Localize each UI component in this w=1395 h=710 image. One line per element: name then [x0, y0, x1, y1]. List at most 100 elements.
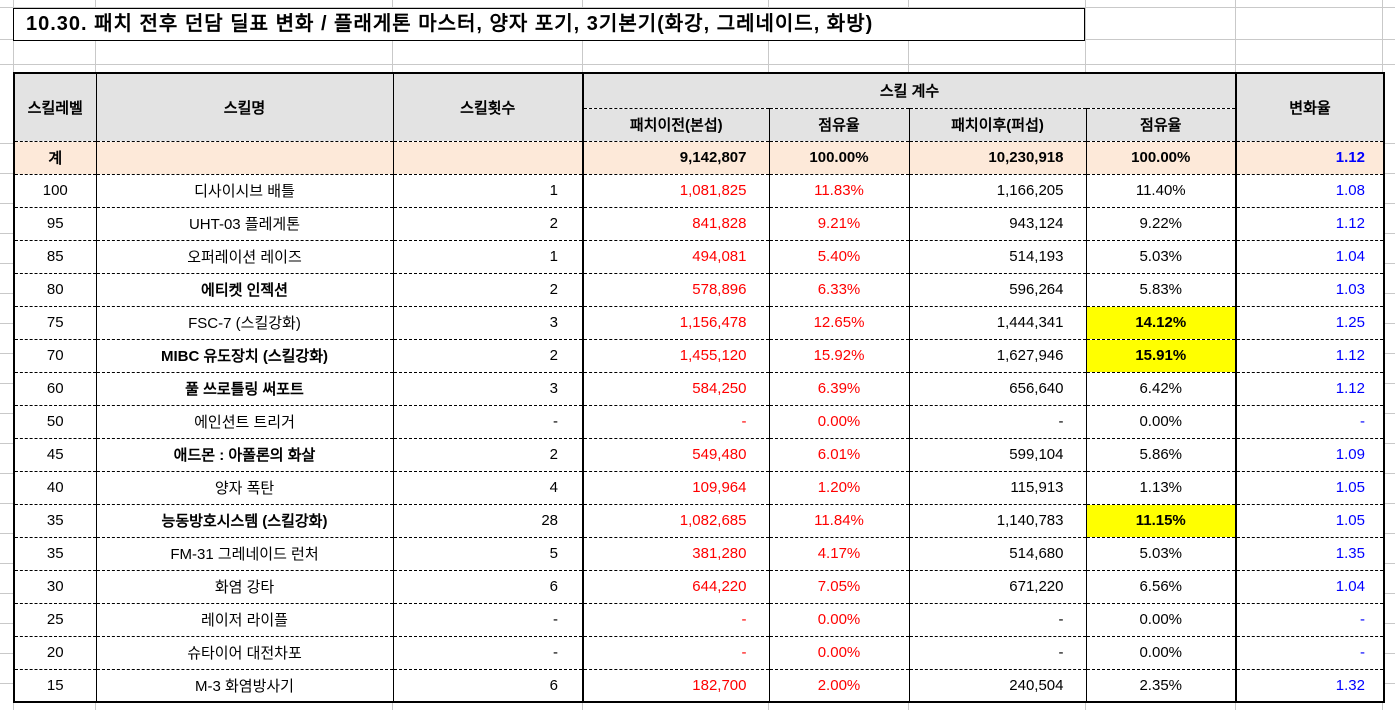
cell-skill-level[interactable]: 30: [14, 569, 97, 603]
cell-skill-level[interactable]: 35: [14, 536, 97, 570]
cell-skill-level[interactable]: 45: [14, 437, 97, 471]
cell-skill-level[interactable]: 100: [14, 173, 97, 207]
cell-skill-name[interactable]: 애드몬 : 아폴론의 화살: [96, 437, 394, 471]
cell-pre-patch[interactable]: 1,082,685: [583, 503, 770, 537]
cell-skill-name[interactable]: 풀 쓰로틀링 써포트: [96, 371, 394, 405]
col-header-pre-share[interactable]: 점유율: [769, 107, 910, 141]
cell-skill-level[interactable]: 70: [14, 338, 97, 372]
cell-change-rate[interactable]: 1.12: [1236, 338, 1384, 372]
cell-change-rate[interactable]: 1.05: [1236, 503, 1384, 537]
cell-skill-count[interactable]: 5: [393, 536, 584, 570]
cell-post-patch[interactable]: -: [909, 602, 1087, 636]
cell-pre-share[interactable]: 7.05%: [769, 569, 910, 603]
cell-pre-patch[interactable]: 494,081: [583, 239, 770, 273]
cell-skill-name[interactable]: 슈타이어 대전차포: [96, 635, 394, 669]
cell-post-patch[interactable]: 1,166,205: [909, 173, 1087, 207]
cell-pre-share[interactable]: 11.84%: [769, 503, 910, 537]
cell-skill-count[interactable]: 4: [393, 470, 584, 504]
cell-pre-patch[interactable]: 549,480: [583, 437, 770, 471]
cell-pre-patch[interactable]: 644,220: [583, 569, 770, 603]
cell-change-rate[interactable]: 1.09: [1236, 437, 1384, 471]
cell-pre-share[interactable]: 15.92%: [769, 338, 910, 372]
cell-post-share[interactable]: 1.13%: [1086, 470, 1237, 504]
sheet-title-cell[interactable]: 10.30. 패치 전후 던담 딜표 변화 / 플래게톤 마스터, 양자 포기,…: [13, 8, 1085, 41]
cell-change-rate[interactable]: 1.04: [1236, 569, 1384, 603]
cell-post-share[interactable]: 6.42%: [1086, 371, 1237, 405]
cell-pre-patch[interactable]: 9,142,807: [583, 140, 770, 174]
cell-skill-name[interactable]: 에인션트 트리거: [96, 404, 394, 438]
cell-skill-count[interactable]: -: [393, 635, 584, 669]
cell-skill-name[interactable]: 레이저 라이플: [96, 602, 394, 636]
cell-pre-share[interactable]: 12.65%: [769, 305, 910, 339]
cell-post-share[interactable]: 6.56%: [1086, 569, 1237, 603]
cell-skill-level[interactable]: 50: [14, 404, 97, 438]
cell-post-patch[interactable]: 943,124: [909, 206, 1087, 240]
cell-change-rate[interactable]: 1.05: [1236, 470, 1384, 504]
cell-post-patch[interactable]: -: [909, 635, 1087, 669]
cell-skill-count[interactable]: 2: [393, 437, 584, 471]
cell-pre-share[interactable]: 11.83%: [769, 173, 910, 207]
cell-pre-patch[interactable]: 1,081,825: [583, 173, 770, 207]
col-header-skill-count[interactable]: 스킬횟수: [393, 73, 584, 141]
cell-pre-patch[interactable]: 109,964: [583, 470, 770, 504]
cell-post-share[interactable]: 11.40%: [1086, 173, 1237, 207]
cell-skill-level[interactable]: 60: [14, 371, 97, 405]
cell-skill-name[interactable]: 능동방호시스템 (스킬강화): [96, 503, 394, 537]
cell-pre-patch[interactable]: -: [583, 404, 770, 438]
cell-pre-share[interactable]: 100.00%: [769, 140, 910, 174]
cell-skill-count[interactable]: 1: [393, 173, 584, 207]
cell-post-patch[interactable]: 656,640: [909, 371, 1087, 405]
cell-change-rate[interactable]: 1.35: [1236, 536, 1384, 570]
cell-skill-count[interactable]: 6: [393, 668, 584, 702]
cell-post-share[interactable]: 0.00%: [1086, 404, 1237, 438]
cell-skill-count[interactable]: [393, 140, 584, 174]
cell-post-patch[interactable]: 1,140,783: [909, 503, 1087, 537]
col-header-pre-patch[interactable]: 패치이전(본섭): [583, 107, 770, 141]
cell-skill-name[interactable]: 에티켓 인젝션: [96, 272, 394, 306]
cell-change-rate[interactable]: -: [1236, 404, 1384, 438]
cell-skill-name[interactable]: 디사이시브 배틀: [96, 173, 394, 207]
cell-pre-patch[interactable]: -: [583, 602, 770, 636]
cell-skill-count[interactable]: 28: [393, 503, 584, 537]
col-header-skill-coeff-group[interactable]: 스킬 계수: [583, 73, 1237, 108]
cell-skill-name[interactable]: 양자 폭탄: [96, 470, 394, 504]
cell-skill-count[interactable]: 3: [393, 305, 584, 339]
cell-post-patch[interactable]: 115,913: [909, 470, 1087, 504]
cell-change-rate[interactable]: 1.08: [1236, 173, 1384, 207]
cell-pre-share[interactable]: 6.01%: [769, 437, 910, 471]
cell-post-patch[interactable]: 240,504: [909, 668, 1087, 702]
cell-pre-patch[interactable]: 381,280: [583, 536, 770, 570]
cell-pre-patch[interactable]: 584,250: [583, 371, 770, 405]
cell-pre-share[interactable]: 0.00%: [769, 602, 910, 636]
cell-post-share[interactable]: 15.91%: [1086, 338, 1237, 372]
cell-post-share[interactable]: 5.83%: [1086, 272, 1237, 306]
cell-post-share[interactable]: 14.12%: [1086, 305, 1237, 339]
cell-pre-patch[interactable]: 1,455,120: [583, 338, 770, 372]
cell-pre-patch[interactable]: -: [583, 635, 770, 669]
col-header-post-share[interactable]: 점유율: [1086, 107, 1237, 141]
cell-change-rate[interactable]: 1.32: [1236, 668, 1384, 702]
cell-skill-level[interactable]: 75: [14, 305, 97, 339]
cell-skill-level[interactable]: 35: [14, 503, 97, 537]
cell-post-patch[interactable]: 1,444,341: [909, 305, 1087, 339]
cell-skill-count[interactable]: 3: [393, 371, 584, 405]
cell-post-patch[interactable]: 514,193: [909, 239, 1087, 273]
cell-pre-share[interactable]: 6.39%: [769, 371, 910, 405]
cell-post-share[interactable]: 2.35%: [1086, 668, 1237, 702]
cell-post-patch[interactable]: 514,680: [909, 536, 1087, 570]
cell-post-share[interactable]: 0.00%: [1086, 635, 1237, 669]
cell-pre-share[interactable]: 1.20%: [769, 470, 910, 504]
cell-post-patch[interactable]: 596,264: [909, 272, 1087, 306]
cell-skill-name[interactable]: UHT-03 플레게톤: [96, 206, 394, 240]
cell-skill-level[interactable]: 85: [14, 239, 97, 273]
cell-skill-level[interactable]: 80: [14, 272, 97, 306]
cell-skill-name[interactable]: FSC-7 (스킬강화): [96, 305, 394, 339]
cell-change-rate[interactable]: -: [1236, 635, 1384, 669]
cell-change-rate[interactable]: 1.12: [1236, 371, 1384, 405]
cell-post-share[interactable]: 11.15%: [1086, 503, 1237, 537]
cell-pre-patch[interactable]: 182,700: [583, 668, 770, 702]
cell-pre-share[interactable]: 2.00%: [769, 668, 910, 702]
cell-pre-share[interactable]: 5.40%: [769, 239, 910, 273]
cell-skill-count[interactable]: -: [393, 602, 584, 636]
cell-pre-share[interactable]: 6.33%: [769, 272, 910, 306]
